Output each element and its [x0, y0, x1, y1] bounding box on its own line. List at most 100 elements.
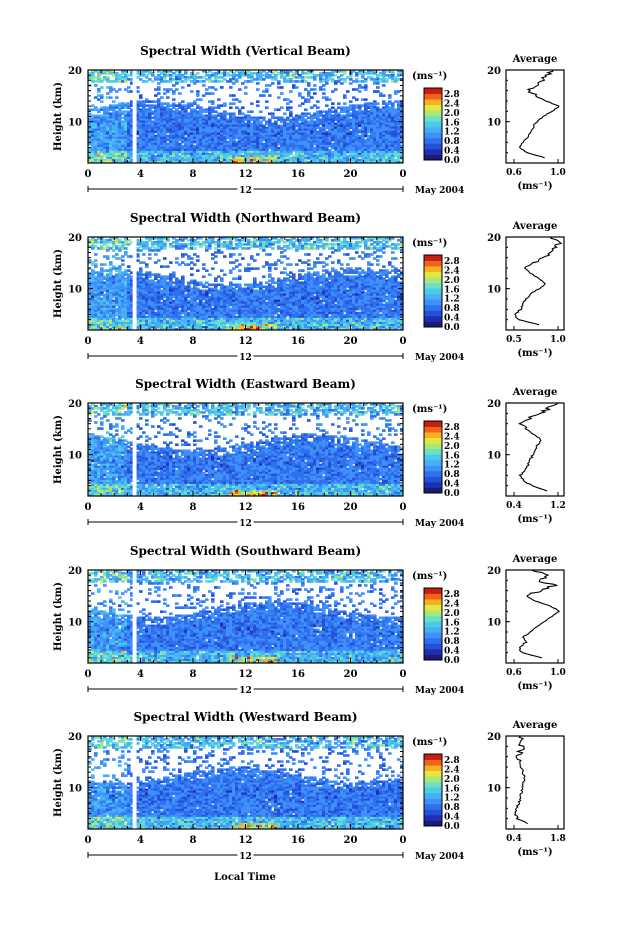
heatmap-cell	[193, 102, 197, 105]
heatmap-cell	[202, 120, 206, 124]
heatmap-cell	[388, 122, 392, 126]
heatmap-cell	[199, 150, 203, 154]
heatmap-cell	[109, 247, 113, 250]
heatmap-cell	[223, 144, 227, 148]
heatmap-cell	[151, 158, 155, 162]
heatmap-cell	[184, 152, 188, 156]
heatmap-cell	[109, 263, 113, 266]
heatmap-cell	[112, 148, 116, 152]
heatmap-cell	[142, 285, 146, 289]
heatmap-cell	[172, 273, 176, 277]
heatmap-cell	[112, 144, 116, 148]
heatmap-cell	[235, 128, 239, 132]
heatmap-cell	[352, 247, 356, 250]
heatmap-cell	[346, 138, 350, 142]
heatmap-cell	[250, 148, 254, 152]
heatmap-cell	[274, 140, 278, 144]
heatmap-cell	[139, 267, 143, 270]
heatmap-cell	[223, 112, 227, 116]
heatmap-cell	[370, 271, 374, 274]
heatmap-cell	[388, 277, 392, 281]
heatmap-cell	[394, 112, 398, 116]
heatmap-cell	[223, 150, 227, 154]
heatmap-cell	[382, 124, 386, 128]
heatmap-cell	[220, 114, 224, 118]
heatmap-cell	[181, 160, 185, 163]
heatmap-cell	[151, 100, 155, 103]
heatmap-cell	[217, 245, 221, 248]
heatmap-cell	[202, 160, 206, 163]
heatmap-cell	[367, 289, 371, 293]
heatmap-cell	[364, 108, 368, 112]
heatmap-cell	[391, 80, 395, 83]
heatmap-cell	[115, 279, 119, 283]
heatmap-cell	[292, 285, 296, 289]
heatmap-cell	[232, 158, 236, 162]
heatmap-cell	[373, 122, 377, 126]
heatmap-cell	[241, 106, 245, 110]
heatmap-cell	[163, 70, 167, 73]
heatmap-cell	[103, 142, 107, 146]
heatmap-cell	[307, 128, 311, 132]
heatmap-cell	[205, 130, 209, 134]
heatmap-cell	[307, 285, 311, 289]
heatmap-cell	[400, 243, 403, 246]
heatmap-cell	[166, 96, 170, 99]
heatmap-cell	[334, 118, 338, 122]
heatmap-cell	[232, 94, 236, 97]
heatmap-cell	[361, 118, 365, 122]
heatmap-cell	[238, 76, 242, 79]
heatmap-cell	[286, 152, 290, 156]
heatmap-cell	[304, 245, 308, 248]
heatmap-cell	[148, 142, 152, 146]
heatmap-cell	[346, 76, 350, 79]
heatmap-cell	[127, 148, 131, 152]
heatmap-cell	[295, 154, 299, 158]
heatmap-cell	[301, 72, 305, 75]
heatmap-cell	[331, 110, 335, 114]
heatmap-cell	[349, 285, 353, 289]
heatmap-cell	[127, 114, 131, 118]
heatmap-cell	[274, 124, 278, 128]
heatmap-cell	[292, 243, 296, 246]
heatmap-cell	[346, 281, 350, 285]
heatmap-cell	[214, 289, 218, 293]
heatmap-cell	[283, 277, 287, 281]
heatmap-cell	[187, 255, 191, 258]
heatmap-cell	[319, 241, 323, 244]
heatmap-cell	[265, 253, 269, 256]
heatmap-cell	[178, 126, 182, 130]
heatmap-cell	[178, 116, 182, 120]
heatmap-cell	[118, 112, 122, 116]
heatmap-cell	[340, 277, 344, 281]
heatmap-cell	[109, 148, 113, 152]
heatmap-cell	[205, 247, 209, 250]
heatmap-cell	[283, 289, 287, 293]
heatmap-cell	[124, 110, 128, 114]
heatmap-cell	[391, 283, 395, 287]
heatmap-cell	[295, 148, 299, 152]
heatmap-cell	[316, 100, 320, 103]
heatmap-cell	[199, 128, 203, 132]
heatmap-cell	[214, 148, 218, 152]
heatmap-cell	[271, 281, 275, 285]
heatmap-cell	[328, 72, 332, 75]
heatmap-cell	[385, 74, 389, 77]
heatmap-cell	[184, 76, 188, 79]
heatmap-cell	[274, 134, 278, 138]
heatmap-cell	[202, 126, 206, 130]
heatmap-cell	[169, 142, 173, 146]
heatmap-cell	[280, 148, 284, 152]
heatmap-cell	[154, 241, 158, 244]
heatmap-cell	[340, 124, 344, 128]
heatmap-cell	[214, 142, 218, 146]
heatmap-cell	[115, 116, 119, 120]
heatmap-cell	[292, 144, 296, 148]
heatmap-cell	[316, 134, 320, 138]
heatmap-cell	[91, 247, 95, 250]
heatmap-cell	[124, 269, 128, 272]
heatmap-cell	[301, 118, 305, 122]
heatmap-cell	[370, 285, 374, 289]
heatmap-cell	[250, 144, 254, 148]
heatmap-cell	[292, 142, 296, 146]
